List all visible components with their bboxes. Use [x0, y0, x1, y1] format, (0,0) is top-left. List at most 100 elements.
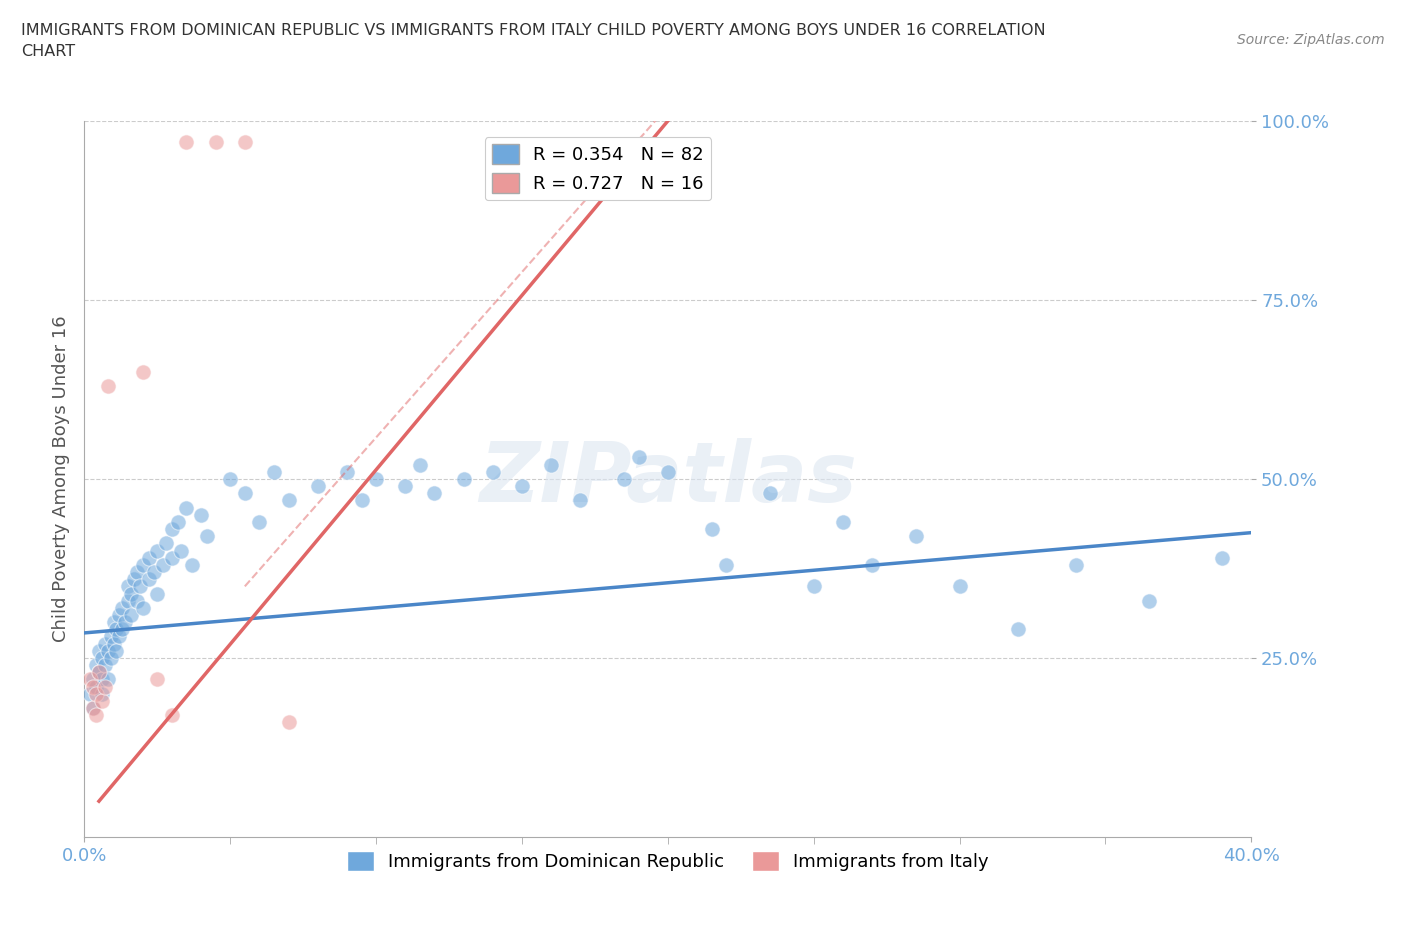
Point — [82, 672, 104, 687]
Point — [219, 472, 242, 486]
Point — [1137, 593, 1160, 608]
Point — [132, 601, 155, 616]
Text: Source: ZipAtlas.com: Source: ZipAtlas.com — [1237, 33, 1385, 46]
Point — [166, 514, 188, 529]
Point — [111, 622, 134, 637]
Point — [82, 700, 104, 715]
Point — [87, 665, 110, 680]
Point — [176, 135, 198, 150]
Point — [700, 522, 723, 537]
Point — [132, 557, 155, 572]
Point — [336, 464, 359, 479]
Point — [277, 493, 299, 508]
Point — [111, 601, 134, 616]
Point — [114, 615, 136, 630]
Point — [249, 514, 271, 529]
Point — [90, 651, 112, 666]
Point — [759, 485, 782, 500]
Point — [84, 679, 107, 694]
Point — [103, 615, 125, 630]
Point — [263, 464, 285, 479]
Point — [90, 694, 112, 709]
Text: IMMIGRANTS FROM DOMINICAN REPUBLIC VS IMMIGRANTS FROM ITALY CHILD POVERTY AMONG : IMMIGRANTS FROM DOMINICAN REPUBLIC VS IM… — [21, 23, 1046, 60]
Point — [350, 493, 373, 508]
Point — [84, 658, 107, 672]
Point — [82, 679, 104, 694]
Point — [79, 672, 101, 687]
Point — [152, 557, 174, 572]
Point — [90, 686, 112, 701]
Point — [97, 672, 120, 687]
Point — [453, 472, 475, 486]
Point — [128, 578, 150, 594]
Point — [94, 658, 117, 672]
Point — [176, 500, 198, 515]
Point — [409, 458, 432, 472]
Point — [1066, 557, 1088, 572]
Point — [569, 493, 592, 508]
Y-axis label: Child Poverty Among Boys Under 16: Child Poverty Among Boys Under 16 — [52, 315, 70, 643]
Point — [108, 607, 131, 622]
Point — [1007, 622, 1029, 637]
Point — [94, 679, 117, 694]
Point — [146, 586, 169, 601]
Point — [1211, 551, 1233, 565]
Point — [117, 593, 139, 608]
Point — [105, 622, 128, 637]
Point — [117, 578, 139, 594]
Point — [84, 708, 107, 723]
Point — [108, 629, 131, 644]
Point — [138, 551, 160, 565]
Point — [803, 578, 825, 594]
Point — [82, 700, 104, 715]
Point — [190, 508, 212, 523]
Point — [482, 464, 505, 479]
Point — [120, 607, 142, 622]
Point — [860, 557, 883, 572]
Point — [423, 485, 446, 500]
Point — [366, 472, 388, 486]
Point — [233, 485, 256, 500]
Point — [87, 644, 110, 658]
Point — [125, 565, 148, 579]
Point — [100, 651, 122, 666]
Point — [510, 479, 533, 494]
Point — [120, 586, 142, 601]
Point — [84, 686, 107, 701]
Point — [97, 379, 120, 393]
Point — [160, 551, 183, 565]
Point — [394, 479, 416, 494]
Point — [832, 514, 855, 529]
Point — [100, 629, 122, 644]
Point — [146, 543, 169, 558]
Point — [79, 686, 101, 701]
Point — [716, 557, 738, 572]
Text: ZIPatlas: ZIPatlas — [479, 438, 856, 520]
Point — [103, 636, 125, 651]
Point — [105, 644, 128, 658]
Point — [94, 636, 117, 651]
Point — [657, 464, 679, 479]
Point — [146, 672, 169, 687]
Point — [122, 572, 145, 587]
Point — [87, 665, 110, 680]
Point — [90, 672, 112, 687]
Point — [155, 536, 177, 551]
Point — [143, 565, 166, 579]
Point — [233, 135, 256, 150]
Point — [949, 578, 972, 594]
Point — [160, 708, 183, 723]
Legend: Immigrants from Dominican Republic, Immigrants from Italy: Immigrants from Dominican Republic, Immi… — [340, 844, 995, 878]
Point — [540, 458, 562, 472]
Point — [138, 572, 160, 587]
Point — [904, 529, 927, 544]
Point — [160, 522, 183, 537]
Point — [307, 479, 329, 494]
Point — [627, 450, 650, 465]
Point — [125, 593, 148, 608]
Point — [181, 557, 204, 572]
Point — [613, 472, 636, 486]
Point — [169, 543, 191, 558]
Point — [195, 529, 218, 544]
Point — [97, 644, 120, 658]
